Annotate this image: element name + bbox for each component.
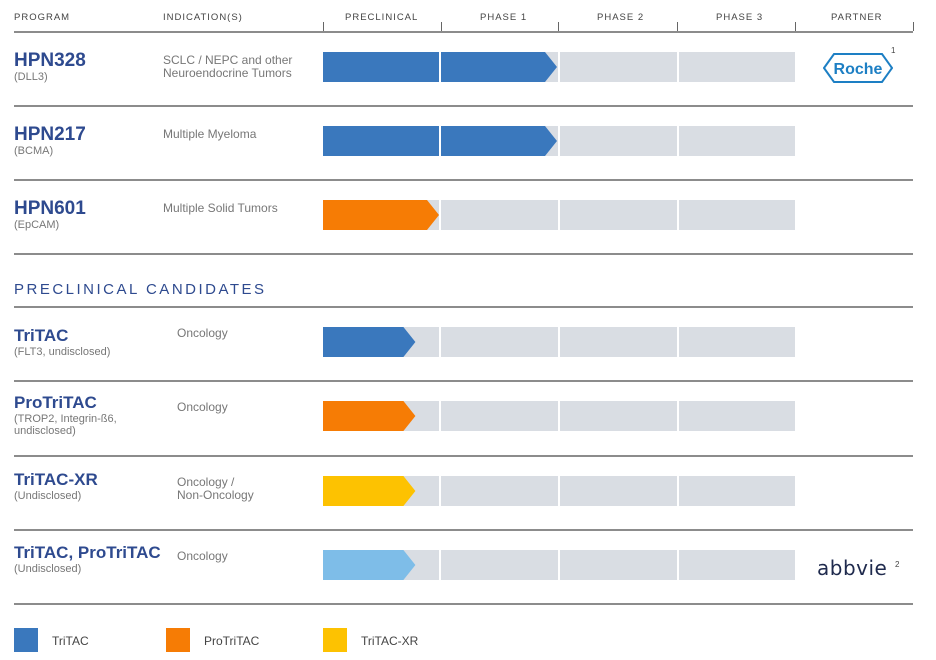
stage-cell-phase-1 [441,401,558,431]
program-indication: Multiple Solid Tumors [163,201,278,215]
stage-cell-phase-3 [679,126,795,156]
roche-logo-text: Roche [834,61,883,78]
legend-swatch-tritac [14,628,38,652]
divider-line [14,31,913,33]
progress-bar [323,327,416,357]
stage-cell-phase-2 [560,401,677,431]
program-name: TriTAC-XR [14,470,98,489]
program-name: TriTAC [14,326,69,345]
program-indication: Oncology / [177,475,235,489]
divider-line [14,603,913,605]
program-target: (FLT3, undisclosed) [14,346,111,358]
footnote-1: 1 [891,46,896,55]
program-target: (Undisclosed) [14,563,82,575]
program-target: (EpCAM) [14,219,60,231]
stage-cell-phase-3 [679,52,795,82]
program-target: (DLL3) [14,71,48,83]
stage-cell-phase-3 [679,401,795,431]
progress-bar [323,126,557,156]
stage-cell-phase-2 [560,52,677,82]
legend-label-tritac: TriTAC [52,634,89,648]
stage-cell-phase-1 [441,327,558,357]
stage-cell-phase-1 [441,550,558,580]
progress-bar-arrow [323,401,416,431]
program-indication: Non-Oncology [177,488,254,502]
program-name: HPN217 [14,124,86,145]
header-phase-1: PHASE 1 [480,12,528,23]
header-tick [795,22,796,31]
stage-cell-phase-1 [441,200,558,230]
stage-cell-phase-3 [679,327,795,357]
legend-label-tritac-xr: TriTAC-XR [361,634,419,648]
abbvie-logo: abbvie [817,556,888,580]
progress-bar-arrow [323,200,439,230]
stage-cell-phase-2 [560,476,677,506]
divider-line [14,455,913,457]
header-tick [441,22,442,31]
stage-cell-phase-3 [679,200,795,230]
header-indications: INDICATION(S) [163,12,243,23]
program-indication: Oncology [177,326,228,340]
stage-cell-phase-1 [441,476,558,506]
progress-bar [323,401,416,431]
divider-line [14,179,913,181]
program-name: TriTAC, ProTriTAC [14,543,161,562]
header-program: PROGRAM [14,12,71,23]
program-indication: Multiple Myeloma [163,127,257,141]
divider-line [14,253,913,255]
stage-cell-phase-2 [560,327,677,357]
program-indication: SCLC / NEPC and other [163,53,293,67]
progress-bar-segment [323,126,439,156]
legend-swatch-tritac-xr [323,628,347,652]
stage-cell-phase-3 [679,476,795,506]
progress-bar-arrow [441,52,557,82]
program-name: HPN328 [14,50,86,71]
stage-cell-phase-2 [560,200,677,230]
stage-cell-phase-2 [560,126,677,156]
program-indication: Neuroendocrine Tumors [163,66,292,80]
header-phase-3: PHASE 3 [716,12,764,23]
legend-swatch-protritac [166,628,190,652]
divider-line [14,529,913,531]
roche-logo: Roche [823,53,893,83]
program-name: HPN601 [14,198,86,219]
progress-bar-arrow [323,550,416,580]
header-tick [558,22,559,31]
progress-bar [323,550,416,580]
progress-bar-segment [323,52,439,82]
progress-bar [323,200,439,230]
progress-bar-arrow [323,476,416,506]
program-indication: Oncology [177,400,228,414]
divider-line [14,380,913,382]
progress-bar-arrow [441,126,557,156]
legend-label-protritac: ProTriTAC [204,634,260,648]
header-tick [913,22,914,31]
header-preclinical: PRECLINICAL [345,12,419,23]
program-target: (BCMA) [14,145,54,157]
header-tick [323,22,324,31]
header-tick [677,22,678,31]
stage-cell-phase-2 [560,550,677,580]
progress-bar-arrow [323,327,416,357]
footnote-2: 2 [895,560,900,569]
progress-bar [323,476,416,506]
section-title-preclinical-candidates: PRECLINICAL CANDIDATES [14,281,267,298]
stage-cell-phase-3 [679,550,795,580]
program-target: (TROP2, Integrin-ß6, undisclosed) [14,413,117,437]
program-target: (Undisclosed) [14,490,82,502]
progress-bar [323,52,557,82]
program-indication: Oncology [177,549,228,563]
program-name: ProTriTAC [14,393,97,412]
divider-line [14,105,913,107]
header-phase-2: PHASE 2 [597,12,645,23]
header-partner: PARTNER [831,12,883,23]
divider-line [14,306,913,308]
